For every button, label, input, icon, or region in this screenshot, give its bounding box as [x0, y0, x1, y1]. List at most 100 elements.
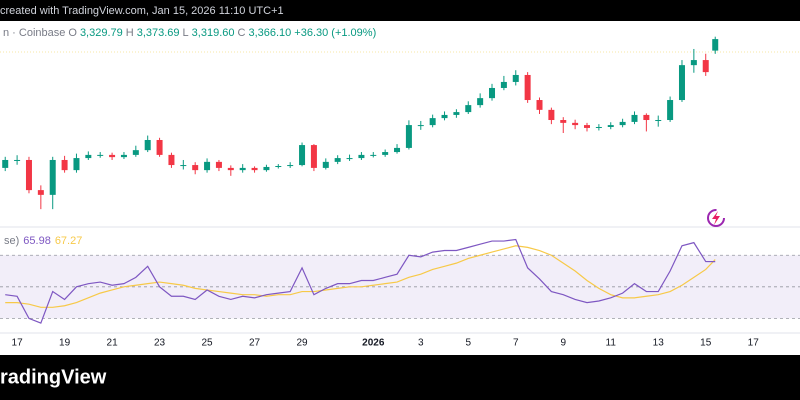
candle-body [441, 114, 448, 119]
candle-body [49, 159, 56, 195]
candle-body [215, 161, 222, 168]
candle-body [655, 120, 662, 122]
candle-body [500, 81, 507, 88]
candle-body [382, 152, 389, 155]
rsi-legend: se) 65.98 67.27 [4, 235, 82, 247]
candle-body [548, 109, 555, 121]
candle-body [429, 118, 436, 126]
x-tick-label: 15 [700, 338, 712, 349]
x-tick-label: 5 [465, 338, 471, 349]
x-tick-label: 7 [513, 338, 519, 349]
candle-body [132, 150, 139, 155]
candle-body [61, 159, 68, 171]
candle-body [2, 159, 9, 168]
x-tick-label: 27 [249, 338, 261, 349]
footer-logo: radingView [0, 366, 107, 388]
ohlc-key: L [183, 27, 189, 39]
x-tick-label: 3 [418, 338, 424, 349]
candle-body [334, 158, 341, 162]
candle-body [631, 114, 638, 122]
price-change: +36.30 (+1.09%) [294, 27, 376, 39]
candle-body [120, 154, 127, 158]
ohlc-key: H [126, 27, 134, 39]
candle-body [489, 87, 496, 99]
candle-body [239, 167, 246, 171]
x-tick-label: 17 [12, 338, 24, 349]
x-tick-label: 25 [202, 338, 214, 349]
ohlc-value: 3,366.10 [248, 27, 291, 39]
candle-body [712, 39, 719, 51]
ohlc-legend: n · Coinbase O 3,329.79 H 3,373.69 L 3,319.60 C… [3, 27, 376, 39]
footer-bar [0, 355, 800, 400]
rsi-value: 65.98 [23, 235, 51, 247]
candle-body [144, 139, 151, 151]
candle-body [512, 74, 519, 82]
ohlc-value: 3,319.60 [192, 27, 235, 39]
candle-body [156, 139, 163, 155]
candle-body [572, 122, 579, 126]
candle-body [263, 166, 270, 171]
x-tick-label: 11 [606, 338, 617, 349]
candle-body [583, 125, 590, 128]
candle-body [560, 120, 567, 123]
candle-body [607, 125, 614, 127]
rsi-value: 67.27 [55, 235, 83, 247]
candle-body [322, 161, 329, 168]
candle-body [192, 165, 199, 171]
top-bar [0, 0, 800, 21]
candle-body [204, 161, 211, 171]
candle-body [299, 145, 306, 166]
candle-body [358, 154, 365, 159]
candle-body [667, 100, 674, 121]
candle-body [465, 105, 472, 113]
candle-body [702, 60, 709, 73]
rsi-line [5, 238, 716, 324]
ohlc-key: O [68, 27, 77, 39]
candle-body [595, 126, 602, 128]
symbol: n · Coinbase [3, 27, 65, 39]
candle-body [287, 165, 294, 167]
candle-body [405, 125, 412, 148]
replay-icon[interactable] [707, 209, 725, 227]
candle-body [227, 167, 234, 171]
candle-body [536, 100, 543, 110]
candle-body [37, 190, 44, 195]
candle-body [25, 159, 32, 191]
candle-body [168, 154, 175, 166]
candle-body [85, 154, 92, 159]
x-tick-label: 21 [107, 338, 119, 349]
candle-body [394, 147, 401, 153]
candle-body [690, 60, 697, 66]
candle-body [678, 65, 685, 101]
x-tick-label: 29 [296, 338, 308, 349]
candle-body [73, 158, 80, 171]
candle-body [109, 154, 116, 158]
candle-body [524, 74, 531, 101]
x-tick-label: 23 [154, 338, 166, 349]
candle-body [251, 167, 258, 171]
attribution: created with TradingView.com, Jan 15, 20… [0, 5, 284, 17]
candle-body [346, 158, 353, 160]
candle-body [370, 154, 377, 156]
ohlc-value: 3,373.69 [137, 27, 180, 39]
candle-body [619, 121, 626, 126]
ohlc-key: C [238, 27, 246, 39]
candle-body [275, 166, 282, 168]
candle-body [417, 125, 424, 127]
x-tick-label: 2026 [362, 338, 385, 349]
candle-body [310, 145, 317, 168]
ohlc-value: 3,329.79 [80, 27, 123, 39]
rsi-line [5, 245, 716, 308]
x-tick-label: 9 [560, 338, 566, 349]
candle-body [453, 112, 460, 115]
candle-body [477, 98, 484, 106]
x-tick-label: 13 [653, 338, 665, 349]
x-tick-label: 17 [748, 338, 760, 349]
rsi-label: se) [4, 235, 19, 247]
x-tick-label: 19 [59, 338, 71, 349]
candle-body [643, 114, 650, 121]
candle-body [180, 165, 187, 167]
candle-body [14, 159, 21, 161]
